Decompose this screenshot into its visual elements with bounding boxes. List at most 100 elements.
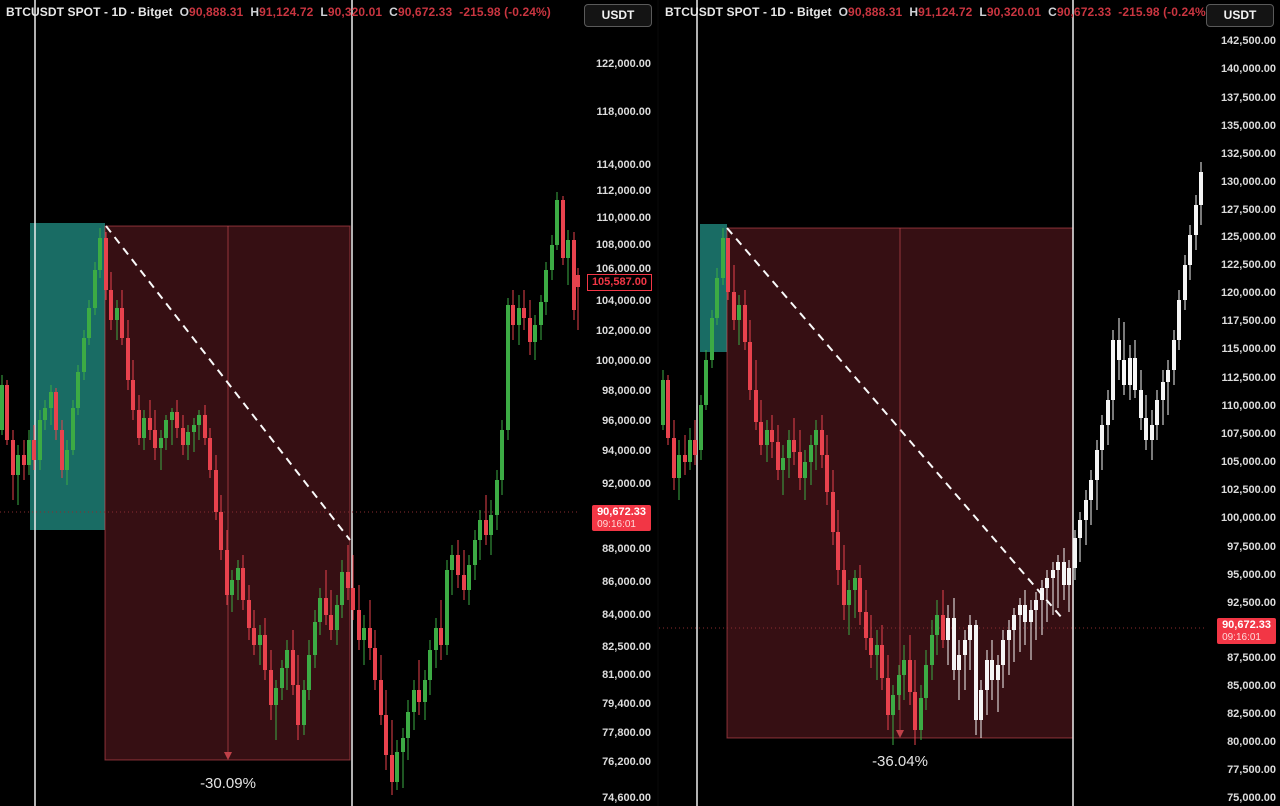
candle-body (1018, 605, 1022, 615)
candle-body (43, 408, 47, 420)
candle-body (417, 690, 421, 702)
candle-body (412, 690, 416, 712)
measure-arrow-down-icon (896, 730, 904, 738)
candle-body (93, 270, 97, 308)
chart-panel-current[interactable]: BTCUSDT SPOT - 1D - Bitget O90,888.31 H91,… (659, 0, 1280, 806)
candle-body (803, 462, 807, 478)
candle-body (666, 380, 670, 438)
candle-body (247, 600, 251, 628)
candle-body (1144, 418, 1148, 440)
candle-body (1155, 400, 1159, 425)
last-price-value: 90,672.33 (1222, 619, 1271, 631)
axis-price-label: 92,500.00 (1227, 597, 1276, 609)
candle-body (743, 305, 747, 342)
high-value: 91,124.72 (259, 5, 314, 19)
last-price-value: 90,672.33 (597, 506, 646, 518)
price-chart-canvas[interactable] (0, 0, 657, 806)
candle-body (406, 712, 410, 738)
axis-price-label: 105,000.00 (1220, 456, 1276, 468)
candle-body (269, 670, 273, 705)
bar-countdown: 09:16:01 (597, 519, 636, 530)
candle-body (968, 625, 972, 640)
bar-countdown: 09:16:01 (1222, 632, 1261, 643)
candle-body (208, 438, 212, 470)
candle-body (566, 240, 570, 258)
candle-body (770, 430, 774, 442)
candle-body (836, 532, 840, 570)
candle-body (721, 238, 725, 278)
axis-price-label: 85,000.00 (1227, 680, 1276, 692)
axis-price-label: 127,500.00 (1220, 204, 1276, 216)
axis-price-label: 106,000.00 (595, 263, 651, 275)
candle-body (561, 200, 565, 258)
candle-body (1139, 390, 1143, 418)
candle-body (935, 615, 939, 635)
candle-body (897, 675, 901, 695)
candle-body (225, 550, 229, 595)
candle-body (533, 325, 537, 342)
candle-body (22, 455, 26, 465)
candle-body (550, 245, 554, 270)
axis-price-label: 104,000.00 (595, 295, 651, 307)
low-value: 90,320.01 (986, 5, 1042, 19)
axis-price-label: 122,500.00 (1220, 259, 1276, 271)
chart-panel-historical[interactable]: BTCUSDT SPOT - 1D - Bitget O90,888.31 H91,… (0, 0, 657, 806)
candle-body (357, 610, 361, 640)
candle-body (930, 635, 934, 665)
candle-body (87, 308, 91, 338)
candle-body (820, 430, 824, 455)
axis-price-label: 107,500.00 (1220, 428, 1276, 440)
open-value: 90,888.31 (189, 5, 244, 19)
candle-body (1001, 640, 1005, 665)
candle-body (164, 420, 168, 438)
candle-body (941, 615, 945, 640)
axis-price-label: 79,400.00 (602, 698, 651, 710)
candle-body (891, 695, 895, 715)
axis-price-label: 74,600.00 (602, 792, 651, 804)
candle-body (65, 450, 69, 470)
candle-body (379, 680, 383, 715)
candle-body (726, 238, 730, 292)
axis-price-label: 142,500.00 (1220, 35, 1276, 47)
currency-usdt-button[interactable]: USDT (1206, 4, 1274, 27)
candle-body (450, 555, 454, 570)
candle-body (1095, 450, 1099, 480)
candle-body (60, 430, 64, 470)
candle-body (274, 688, 278, 705)
axis-price-label: 77,800.00 (602, 727, 651, 739)
candle-body (1023, 605, 1027, 622)
axis-price-label: 80,000.00 (1227, 736, 1276, 748)
candle-body (428, 650, 432, 680)
axis-price-label: 94,000.00 (602, 445, 651, 457)
axis-price-label: 77,500.00 (1227, 764, 1276, 776)
candle-body (1183, 265, 1187, 300)
candle-body (528, 318, 532, 342)
candle-body (913, 692, 917, 730)
low-value: 90,320.01 (327, 5, 383, 19)
axis-price-label: 140,000.00 (1220, 63, 1276, 75)
candle-body (395, 752, 399, 782)
decline-percent-label: -30.09% (200, 775, 256, 792)
candle-body (864, 612, 868, 638)
axis-price-label: 132,500.00 (1220, 148, 1276, 160)
price-chart-canvas[interactable] (659, 0, 1280, 806)
axis-price-label: 137,500.00 (1220, 92, 1276, 104)
candle-body (329, 615, 333, 630)
axis-price-label: 84,000.00 (602, 609, 651, 621)
symbol-legend: BTCUSDT SPOT - 1D - Bitget O90,888.31 H91,… (6, 5, 551, 19)
candle-body (241, 568, 245, 600)
axis-price-label: 120,000.00 (1220, 287, 1276, 299)
candle-body (572, 240, 576, 310)
currency-usdt-button[interactable]: USDT (584, 4, 652, 27)
candle-body (1029, 610, 1033, 622)
dashed-trendline (726, 227, 1063, 619)
candle-body (175, 412, 179, 428)
axis-price-label: 87,500.00 (1227, 652, 1276, 664)
candle-body (109, 290, 113, 320)
candle-body (258, 635, 262, 645)
candle-body (98, 238, 102, 270)
candle-body (522, 308, 526, 318)
symbol-title: BTCUSDT SPOT - 1D - Bitget (665, 5, 832, 19)
candle-body (489, 515, 493, 535)
candle-body (230, 580, 234, 595)
